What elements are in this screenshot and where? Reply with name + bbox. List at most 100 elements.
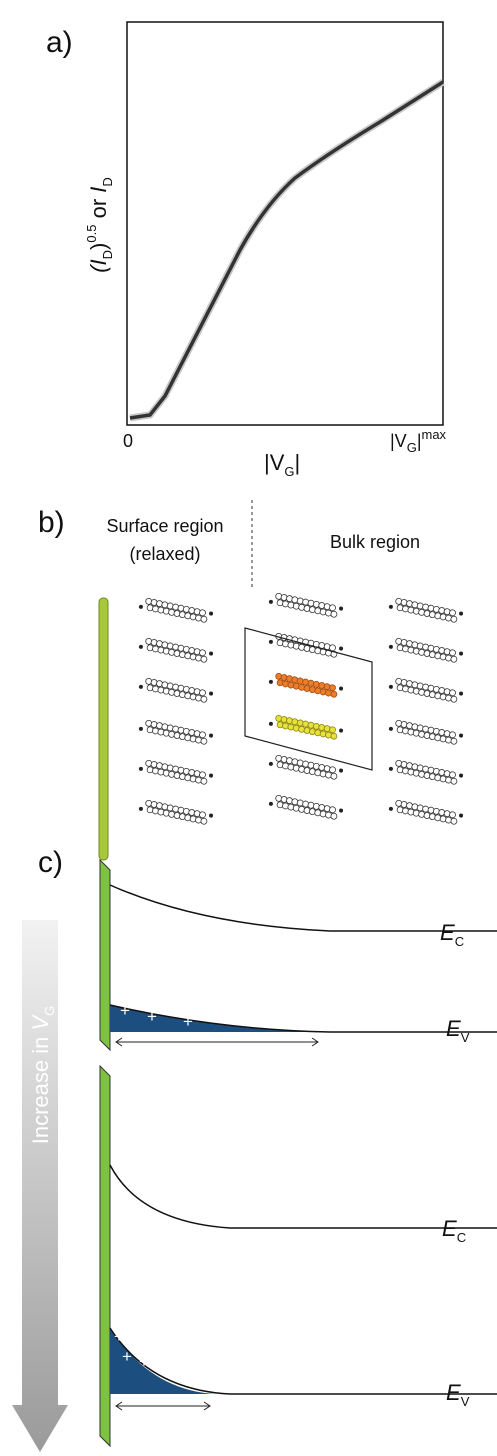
charge: + [114, 1327, 124, 1346]
charge: + [152, 1352, 162, 1371]
ec-band [110, 1165, 497, 1228]
x-axis-label: |VG| [264, 450, 300, 479]
molecule [389, 637, 464, 664]
atom [139, 726, 144, 731]
t: E [442, 1216, 457, 1241]
atom [269, 679, 274, 684]
charge: + [139, 1352, 149, 1371]
curve-shadow [130, 82, 443, 418]
t: C [455, 934, 464, 949]
atom [339, 808, 344, 813]
atom [139, 604, 144, 609]
atom [269, 801, 274, 806]
atom [389, 604, 394, 609]
panel-label: c) [38, 846, 63, 879]
molecule [269, 714, 344, 741]
molecule [139, 597, 214, 624]
atom [459, 733, 464, 738]
t: |V [264, 450, 285, 475]
molecule [139, 719, 214, 746]
t: V [461, 1030, 470, 1045]
t: or [86, 193, 111, 225]
molecule [269, 754, 344, 781]
atom [269, 721, 274, 726]
atom [139, 766, 144, 771]
atom [339, 728, 344, 733]
atom [389, 726, 394, 731]
atom [139, 806, 144, 811]
ev-label: EV [446, 1380, 470, 1409]
hole-region [110, 1005, 320, 1032]
t: E [440, 920, 455, 945]
surface [100, 860, 110, 1050]
molecule [389, 719, 464, 746]
t: G [42, 1006, 57, 1016]
t: | [295, 450, 301, 475]
surface-bar [99, 598, 108, 860]
atom [459, 773, 464, 778]
atom [209, 651, 214, 656]
t: ) [86, 243, 111, 250]
plot-frame [127, 22, 443, 425]
x-origin: 0 [123, 431, 133, 451]
t: (I [86, 259, 111, 272]
t: G [284, 464, 294, 479]
charge: + [120, 1001, 130, 1020]
increase-arrow [12, 920, 68, 1452]
t: G [407, 440, 417, 455]
molecule [269, 794, 344, 821]
atom [389, 684, 394, 689]
t: 0.5 [84, 225, 99, 243]
region-label: Bulk region [330, 532, 420, 552]
atom [209, 611, 214, 616]
molecule [389, 677, 464, 704]
t: Increase in [28, 1031, 53, 1145]
surface [100, 1066, 110, 1446]
atom [389, 806, 394, 811]
panel-label: b) [38, 506, 65, 539]
y-axis-label: (ID)0.5 or ID [84, 177, 115, 273]
atom [459, 611, 464, 616]
region-label: Surface region [106, 516, 223, 536]
ev-label: EV [446, 1016, 470, 1045]
molecule [269, 592, 344, 619]
atom [209, 691, 214, 696]
panel-label: a) [46, 26, 73, 59]
atom [209, 773, 214, 778]
molecule [139, 677, 214, 704]
atom [339, 646, 344, 651]
charge: + [122, 1347, 132, 1366]
molecule [139, 799, 214, 826]
t: V [461, 1394, 470, 1409]
x-max-label: |VG|max [390, 427, 447, 455]
atom [209, 733, 214, 738]
t: C [457, 1230, 466, 1245]
atom [389, 766, 394, 771]
atom [339, 686, 344, 691]
atom [269, 599, 274, 604]
ec-band [110, 885, 497, 931]
molecule [389, 799, 464, 826]
t: E [446, 1016, 461, 1041]
t: |V [390, 431, 407, 451]
t: D [100, 250, 115, 259]
ec-label: EC [440, 920, 464, 949]
atom [269, 639, 274, 644]
page: {"panel_a":{"label":"a)","y_label":["(I"… [0, 0, 497, 1456]
atom [139, 644, 144, 649]
atom [389, 644, 394, 649]
t: E [446, 1380, 461, 1405]
t: D [100, 177, 115, 186]
arrow-label: Increase in VG [28, 1006, 57, 1145]
molecule [269, 632, 344, 659]
charge: + [183, 1012, 193, 1031]
charge: + [147, 1007, 157, 1026]
atom [459, 813, 464, 818]
molecule [269, 672, 344, 699]
molecule [139, 637, 214, 664]
molecule [389, 759, 464, 786]
region-label: (relaxed) [129, 544, 200, 564]
molecule [389, 597, 464, 624]
figure: a) (ID)0.5 or ID 0 |VG| |VG|max b) Surfa… [0, 0, 497, 1456]
atom [459, 691, 464, 696]
